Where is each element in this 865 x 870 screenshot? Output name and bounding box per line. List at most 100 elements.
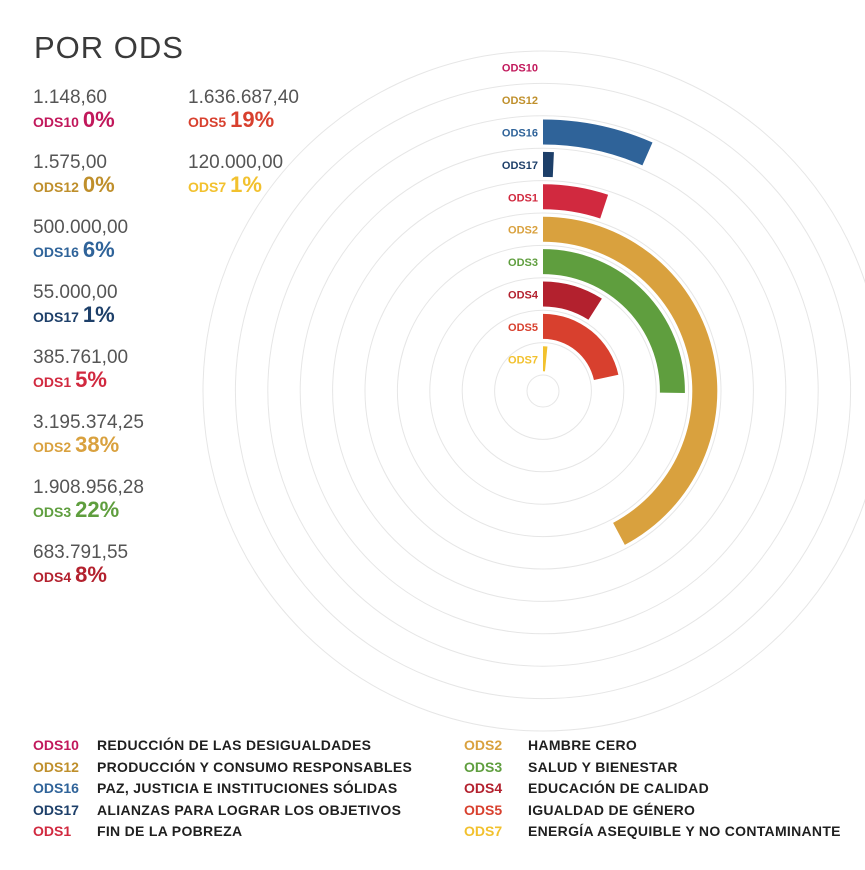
grid-circle xyxy=(364,212,722,570)
grid-circle xyxy=(526,374,560,408)
stat-ods3: 1.908.956,28 ODS3 22% xyxy=(33,478,144,525)
legend-code: ODS16 xyxy=(33,780,79,796)
stat-ods2: 3.195.374,25 ODS2 38% xyxy=(33,413,144,460)
bar-ods4 xyxy=(543,281,602,320)
stat-ods1: 385.761,00 ODS1 5% xyxy=(33,348,128,395)
stat-ods10: 1.148,60 ODS10 0% xyxy=(33,88,115,135)
legend-code: ODS12 xyxy=(33,758,79,775)
stat-percent: 5% xyxy=(75,367,107,392)
bar-ods1 xyxy=(543,184,609,219)
grid-circle xyxy=(267,115,819,667)
legend-column-left: ODS10 REDUCCIÓN DE LAS DESIGUALDADES ODS12… xyxy=(33,735,412,843)
bar-ods5 xyxy=(543,313,619,381)
legend-item-ods1: ODS1 FIN DE LA POBREZA xyxy=(33,821,412,843)
legend-label: PAZ, JUSTICIA E INSTITUCIONES SÓLIDAS xyxy=(97,780,398,796)
stat-percent: 1% xyxy=(82,302,115,327)
legend-item-ods3: ODS3 SALUD Y BIENESTAR xyxy=(464,757,841,779)
bar-ods3 xyxy=(543,249,685,393)
legend-code: ODS4 xyxy=(464,780,503,796)
bar-label-ods10: ODS10 xyxy=(502,63,538,75)
stat-code: ODS7 xyxy=(188,179,227,195)
grid-circle xyxy=(234,82,852,700)
stat-code: ODS17 xyxy=(33,309,79,325)
grid-circle xyxy=(396,244,690,538)
stat-amount: 500.000,00 xyxy=(33,217,129,238)
grid-circle xyxy=(332,180,754,602)
bar-label-ods16: ODS16 xyxy=(502,128,538,140)
stat-code: ODS5 xyxy=(188,114,227,130)
page-title: POR ODS xyxy=(34,30,184,65)
legend-item-ods4: ODS4 EDUCACIÓN DE CALIDAD xyxy=(464,778,841,800)
stat-percent: 22% xyxy=(75,497,120,522)
stat-ods16: 500.000,00 ODS16 6% xyxy=(33,218,128,265)
legend-label: PRODUCCIÓN Y CONSUMO RESPONSABLES xyxy=(97,758,413,775)
bar-label-ods7: ODS7 xyxy=(508,354,538,366)
bar-ods17 xyxy=(543,151,554,178)
stat-code: ODS1 xyxy=(33,374,72,390)
stat-code: ODS10 xyxy=(33,114,79,130)
grid-circle xyxy=(461,309,625,473)
legend-label: FIN DE LA POBREZA xyxy=(97,823,243,839)
legend-label: EDUCACIÓN DE CALIDAD xyxy=(528,780,709,796)
grid-circle xyxy=(494,342,592,440)
stat-percent: 6% xyxy=(82,237,115,262)
stat-amount: 1.575,00 xyxy=(33,152,107,173)
bar-label-ods1: ODS1 xyxy=(508,192,538,204)
legend-item-ods12: ODS12 PRODUCCIÓN Y CONSUMO RESPONSABLES xyxy=(33,757,412,779)
stat-amount: 3.195.374,25 xyxy=(33,412,144,433)
bar-label-ods3: ODS3 xyxy=(508,257,538,269)
stat-amount: 385.761,00 xyxy=(33,347,129,368)
stat-percent: 38% xyxy=(75,432,120,457)
legend-label: SALUD Y BIENESTAR xyxy=(528,758,678,775)
legend-code: ODS3 xyxy=(464,758,503,775)
stat-amount: 55.000,00 xyxy=(33,282,118,303)
grid-circle xyxy=(202,50,865,732)
legend-code: ODS10 xyxy=(33,737,79,753)
stat-code: ODS3 xyxy=(33,504,72,520)
stat-percent: 0% xyxy=(82,107,115,132)
legend-item-ods2: ODS2 HAMBRE CERO xyxy=(464,735,841,757)
stat-amount: 1.148,60 xyxy=(33,87,107,108)
legend-label: REDUCCIÓN DE LAS DESIGUALDADES xyxy=(97,737,372,753)
stat-percent: 0% xyxy=(82,172,115,197)
bar-ods16 xyxy=(543,119,653,166)
grid-circle xyxy=(299,147,787,635)
stat-ods17: 55.000,00 ODS17 1% xyxy=(33,283,118,330)
bar-label-ods12: ODS12 xyxy=(502,95,538,107)
legend-item-ods7: ODS7 ENERGÍA ASEQUIBLE Y NO CONTAMINANTE xyxy=(464,821,841,843)
stat-ods4: 683.791,55 ODS4 8% xyxy=(33,543,128,590)
legend-item-ods17: ODS17 ALIANZAS PARA LOGRAR LOS OBJETIVOS xyxy=(33,800,412,822)
stat-amount: 1.636.687,40 xyxy=(188,87,299,108)
legend-code: ODS5 xyxy=(464,801,503,818)
stat-code: ODS12 xyxy=(33,179,79,195)
legend-code: ODS17 xyxy=(33,801,79,818)
stat-code: ODS4 xyxy=(33,569,72,585)
legend-code: ODS1 xyxy=(33,823,72,839)
stat-percent: 8% xyxy=(75,562,107,587)
bar-label-ods2: ODS2 xyxy=(508,225,538,237)
legend-code: ODS7 xyxy=(464,823,503,839)
bar-label-ods4: ODS4 xyxy=(508,290,539,302)
stat-code: ODS16 xyxy=(33,244,79,260)
legend-label: HAMBRE CERO xyxy=(528,737,638,753)
stat-percent: 19% xyxy=(230,107,275,132)
stat-code: ODS2 xyxy=(33,439,72,455)
bar-ods7 xyxy=(543,346,548,372)
stat-amount: 683.791,55 xyxy=(33,542,129,563)
legend-item-ods10: ODS10 REDUCCIÓN DE LAS DESIGUALDADES xyxy=(33,735,412,757)
grid-circle xyxy=(429,277,657,505)
stat-amount: 1.908.956,28 xyxy=(33,477,144,498)
legend-item-ods16: ODS16 PAZ, JUSTICIA E INSTITUCIONES SÓLID… xyxy=(33,778,412,800)
legend-label: ALIANZAS PARA LOGRAR LOS OBJETIVOS xyxy=(97,801,402,818)
legend-code: ODS2 xyxy=(464,737,503,753)
stat-ods7: 120.000,00 ODS7 1% xyxy=(188,153,283,200)
bar-label-ods5: ODS5 xyxy=(508,322,538,334)
legend-item-ods5: ODS5 IGUALDAD DE GÉNERO xyxy=(464,800,841,822)
stat-ods12: 1.575,00 ODS12 0% xyxy=(33,153,115,200)
bar-ods2 xyxy=(543,216,718,545)
stat-amount: 120.000,00 xyxy=(188,152,284,173)
stat-percent: 1% xyxy=(230,172,262,197)
legend-label: IGUALDAD DE GÉNERO xyxy=(528,801,696,818)
legend-column-right: ODS2 HAMBRE CERO ODS3 SALUD Y BIENESTAR ODS4… xyxy=(464,735,841,843)
